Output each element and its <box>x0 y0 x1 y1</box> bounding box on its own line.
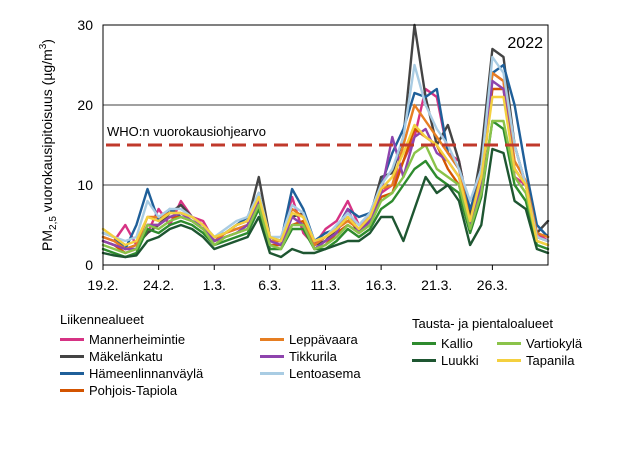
x-tick-label: 21.3. <box>421 277 452 293</box>
gridlines <box>103 104 548 186</box>
y-tick-label: 0 <box>85 257 93 273</box>
x-tick-label: 1.3. <box>203 277 226 293</box>
legend-swatch <box>60 389 84 392</box>
legend-item: Kallio <box>412 335 497 352</box>
legend-item: Mäkelänkatu <box>60 348 260 365</box>
legend-item: Tapanila <box>497 352 582 369</box>
legend-background-col2: Vartiokylä Tapanila <box>497 335 582 369</box>
y-tick-label: 10 <box>77 177 93 193</box>
x-tick-label: 26.3. <box>477 277 508 293</box>
y-tick-label: 20 <box>77 97 93 113</box>
legend-item: Lentoasema <box>260 365 361 382</box>
pm25-line-chart: 0 10 20 30 19.2. 24.2. 1.3. 6.3. 11.3. 16.3. 21.3… <box>38 17 550 293</box>
legend-traffic: Liikennealueet Mannerheimintie Mäkelänkat… <box>60 312 361 399</box>
legend-label: Tikkurila <box>289 349 337 364</box>
legend-traffic-col2: Leppävaara Tikkurila Lentoasema <box>260 331 361 399</box>
legend-background-col1: Kallio Luukki <box>412 335 497 369</box>
x-tick-label: 19.2. <box>87 277 118 293</box>
legend-swatch <box>497 342 521 345</box>
legend-background-title: Tausta- ja pientaloalueet <box>412 316 553 331</box>
legend-item: Pohjois-Tapiola <box>60 382 260 399</box>
legend-label: Tapanila <box>526 353 575 368</box>
legend-label: Lentoasema <box>289 366 361 381</box>
legend-label: Kallio <box>441 336 473 351</box>
legend-item: Mannerheimintie <box>60 331 260 348</box>
legend-item: Luukki <box>412 352 497 369</box>
legend-swatch <box>60 355 84 358</box>
x-tick-label: 11.3. <box>310 277 340 293</box>
legend-label: Vartiokylä <box>526 336 583 351</box>
series-line-tapanila <box>101 95 550 247</box>
year-label: 2022 <box>507 35 543 52</box>
legend-background: Tausta- ja pientaloalueet Kallio Luukki V… <box>412 316 582 369</box>
x-tick-label: 16.3. <box>366 277 397 293</box>
legend-swatch <box>60 372 84 375</box>
legend-item: Leppävaara <box>260 331 361 348</box>
series-line-luukki <box>101 147 550 259</box>
y-axis-ticks: 0 10 20 30 <box>77 17 93 273</box>
legend-item: Tikkurila <box>260 348 361 365</box>
who-guideline-label: WHO:n vuorokausiohjearvo <box>107 124 266 139</box>
legend-traffic-title: Liikennealueet <box>60 312 144 327</box>
legend-label: Mannerheimintie <box>89 332 186 347</box>
x-tick-label: 24.2. <box>143 277 174 293</box>
legend-swatch <box>260 372 284 375</box>
legend-swatch <box>60 338 84 341</box>
legend-traffic-col1: Mannerheimintie Mäkelänkatu Hämeenlinnanvä… <box>60 331 260 399</box>
y-axis-label: PM2,5 vuorokausipitoisuus (µg/m3) <box>38 39 59 251</box>
legend-label: Leppävaara <box>289 332 358 347</box>
series-line-tikkurila <box>101 79 550 251</box>
legend-swatch <box>412 359 436 362</box>
legend-item: Vartiokylä <box>497 335 582 352</box>
legend-item: Hämeenlinnanväylä <box>60 365 260 382</box>
y-tick-label: 30 <box>77 17 93 33</box>
x-tick-label: 6.3. <box>258 277 281 293</box>
legend-label: Luukki <box>441 353 479 368</box>
legend-swatch <box>260 338 284 341</box>
series-line-vartiokyl- <box>101 119 550 255</box>
legend-label: Mäkelänkatu <box>89 349 163 364</box>
x-axis-ticks: 19.2. 24.2. 1.3. 6.3. 11.3. 16.3. 21.3. 26.3. <box>87 265 508 293</box>
legend-swatch <box>260 355 284 358</box>
legend-swatch <box>412 342 436 345</box>
legend-label: Pohjois-Tapiola <box>89 383 178 398</box>
series-lines <box>101 23 550 259</box>
legend-label: Hämeenlinnanväylä <box>89 366 204 381</box>
legend-swatch <box>497 359 521 362</box>
